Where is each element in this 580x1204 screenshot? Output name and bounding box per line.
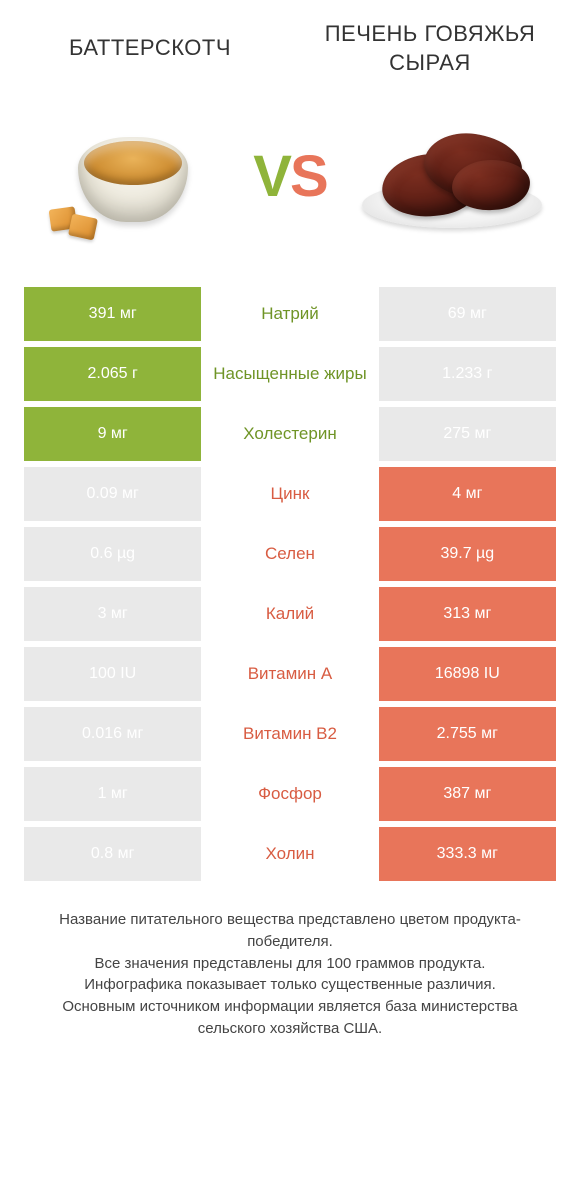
table-row: 9 мгХолестерин275 мг xyxy=(24,407,556,461)
value-right: 313 мг xyxy=(379,587,556,641)
table-row: 1 мгФосфор387 мг xyxy=(24,767,556,821)
table-row: 100 IUВитамин A16898 IU xyxy=(24,647,556,701)
value-right: 39.7 µg xyxy=(379,527,556,581)
table-row: 391 мгНатрий69 мг xyxy=(24,287,556,341)
value-right: 333.3 мг xyxy=(379,827,556,881)
value-left: 391 мг xyxy=(24,287,201,341)
nutrient-label: Витамин A xyxy=(201,647,378,701)
nutrient-label: Фосфор xyxy=(201,767,378,821)
value-left: 100 IU xyxy=(24,647,201,701)
table-row: 0.6 µgСелен39.7 µg xyxy=(24,527,556,581)
value-left: 0.6 µg xyxy=(24,527,201,581)
value-left: 3 мг xyxy=(24,587,201,641)
value-right: 387 мг xyxy=(379,767,556,821)
table-row: 0.016 мгВитамин B22.755 мг xyxy=(24,707,556,761)
footer-line-3: Инфографика показывает только существенн… xyxy=(28,974,552,996)
header-right: ПЕЧЕНЬ ГОВЯЖЬЯ СЫРАЯ xyxy=(290,20,570,77)
nutrient-label: Цинк xyxy=(201,467,378,521)
value-left: 2.065 г xyxy=(24,347,201,401)
header: БАТТЕРСКОТЧ ПЕЧЕНЬ ГОВЯЖЬЯ СЫРАЯ xyxy=(0,0,580,87)
value-left: 1 мг xyxy=(24,767,201,821)
hero-row: VS xyxy=(0,87,580,287)
value-right: 16898 IU xyxy=(379,647,556,701)
beef-liver-image xyxy=(362,107,542,247)
nutrient-label: Витамин B2 xyxy=(201,707,378,761)
footer-line-1: Название питательного вещества представл… xyxy=(28,909,552,953)
nutrient-label: Натрий xyxy=(201,287,378,341)
value-right: 2.755 мг xyxy=(379,707,556,761)
table-row: 3 мгКалий313 мг xyxy=(24,587,556,641)
footer-line-4: Основным источником информации является … xyxy=(28,996,552,1040)
value-right: 275 мг xyxy=(379,407,556,461)
value-left: 0.8 мг xyxy=(24,827,201,881)
table-row: 0.8 мгХолин333.3 мг xyxy=(24,827,556,881)
value-right: 4 мг xyxy=(379,467,556,521)
header-left: БАТТЕРСКОТЧ xyxy=(10,20,290,77)
vs-s: S xyxy=(290,144,327,209)
value-right: 69 мг xyxy=(379,287,556,341)
table-row: 2.065 гНасыщенные жиры1.233 г xyxy=(24,347,556,401)
butterscotch-image xyxy=(38,107,218,247)
nutrient-label: Холин xyxy=(201,827,378,881)
nutrient-label: Калий xyxy=(201,587,378,641)
value-left: 9 мг xyxy=(24,407,201,461)
nutrient-label: Насыщенные жиры xyxy=(201,347,378,401)
footer-notes: Название питательного вещества представл… xyxy=(0,887,580,1040)
nutrient-label: Селен xyxy=(201,527,378,581)
comparison-table: 391 мгНатрий69 мг2.065 гНасыщенные жиры1… xyxy=(0,287,580,881)
vs-v: V xyxy=(253,144,290,209)
table-row: 0.09 мгЦинк4 мг xyxy=(24,467,556,521)
footer-line-2: Все значения представлены для 100 граммо… xyxy=(28,953,552,975)
vs-label: VS xyxy=(253,148,326,206)
value-right: 1.233 г xyxy=(379,347,556,401)
value-left: 0.016 мг xyxy=(24,707,201,761)
value-left: 0.09 мг xyxy=(24,467,201,521)
nutrient-label: Холестерин xyxy=(201,407,378,461)
